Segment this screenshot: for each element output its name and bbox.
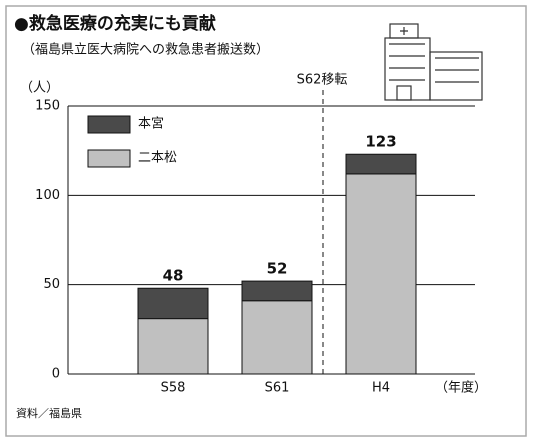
bar-segment <box>137 287 209 320</box>
y-tick-label: 150 <box>35 99 60 114</box>
y-tick-label: 50 <box>43 277 60 292</box>
legend-swatch <box>87 149 131 168</box>
chart-title: ●救急医療の充実にも貢献 <box>14 13 216 34</box>
bar-segment <box>345 153 417 175</box>
legend-label: 二本松 <box>138 151 177 166</box>
bar-segment <box>137 318 209 375</box>
y-unit: （人） <box>20 81 59 96</box>
hospital-icon <box>384 23 483 101</box>
x-tick-label: H4 <box>372 381 390 396</box>
bar-segment <box>345 173 417 375</box>
legend-label: 本宮 <box>138 116 164 132</box>
bar-segment <box>241 280 313 302</box>
x-tick-label: S58 <box>161 381 186 396</box>
annotation: S62移転 <box>297 73 348 88</box>
subtitle: （福島県立医大病院への救急患者搬送数） <box>22 42 269 58</box>
bar-segment <box>241 300 313 375</box>
total-label: 48 <box>163 267 184 285</box>
legend-swatch <box>87 115 131 134</box>
x-tick-label: S61 <box>265 381 290 396</box>
total-label: 52 <box>267 260 288 278</box>
total-label: 123 <box>365 133 396 151</box>
y-tick-label: 0 <box>52 367 60 382</box>
frame <box>5 5 527 437</box>
y-tick-label: 100 <box>35 188 60 203</box>
x-unit: （年度） <box>435 380 487 396</box>
source: 資料／福島県 <box>16 406 82 420</box>
